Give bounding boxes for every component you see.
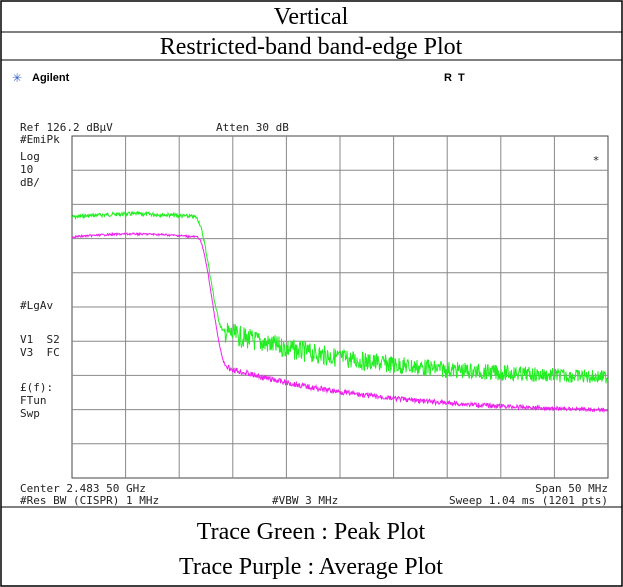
subtitle: Restricted-band band-edge Plot: [160, 34, 463, 60]
status: R T: [444, 72, 465, 84]
marker: *: [593, 154, 600, 167]
side-label: V1 S2: [20, 333, 60, 346]
side-label: Swp: [20, 407, 40, 420]
attenuation: Atten 30 dB: [216, 121, 289, 134]
side-label: #EmiPk: [20, 133, 60, 146]
graticule: [71, 135, 609, 479]
logo-icon: ✳: [12, 71, 22, 85]
brand: Agilent: [32, 72, 70, 84]
average-trace: [71, 231, 609, 414]
side-label: £(f):: [20, 381, 53, 394]
side-label: FTun: [20, 394, 47, 407]
res-bw: #Res BW (CISPR) 1 MHz: [20, 494, 159, 507]
peak-trace: [71, 210, 609, 384]
side-label: V3 FC: [20, 346, 60, 359]
vbw: #VBW 3 MHz: [272, 494, 338, 507]
center-freq: Center 2.483 50 GHz: [20, 482, 146, 495]
ref-level: Ref 126.2 dBμV: [20, 121, 113, 134]
footer-line: Trace Green : Peak Plot: [197, 519, 426, 545]
title: Vertical: [274, 4, 349, 30]
footer-line: Trace Purple : Average Plot: [179, 554, 443, 580]
side-label: Log: [20, 150, 40, 163]
side-label: 10: [20, 163, 33, 176]
analyzer-screen: ✳ Agilent R T Ref 126.2 dBμV Atten 30 dB…: [12, 71, 609, 507]
side-label: #LgAv: [20, 299, 53, 312]
span: Span 50 MHz: [535, 482, 608, 495]
sweep: Sweep 1.04 ms (1201 pts): [449, 494, 608, 507]
side-label: dB/: [20, 176, 40, 189]
